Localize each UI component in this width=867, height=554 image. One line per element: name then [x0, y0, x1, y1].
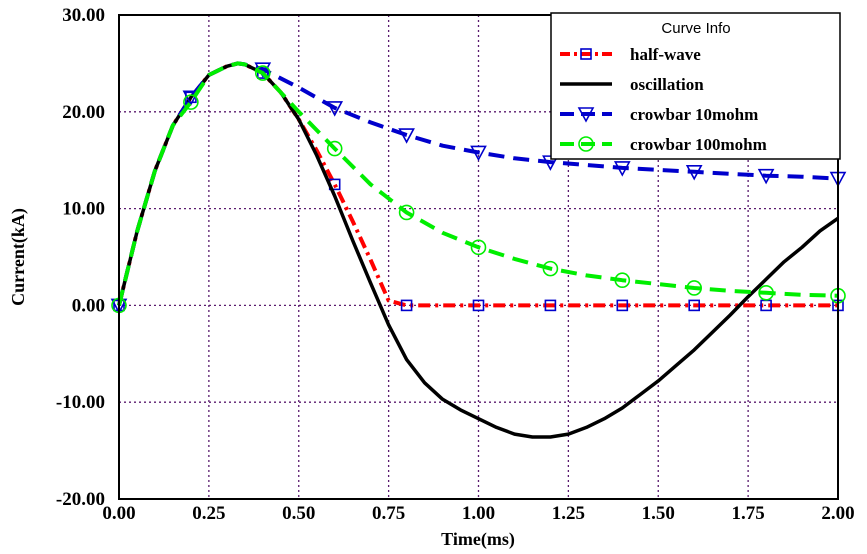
data-point-marker — [688, 299, 701, 312]
data-point-marker — [326, 140, 343, 157]
legend-entry: half-wave — [560, 45, 701, 64]
data-point-marker — [616, 299, 629, 312]
data-point-marker — [757, 168, 775, 185]
x-tick-label: 0.50 — [282, 503, 315, 524]
x-tick-label: 1.00 — [462, 503, 495, 524]
data-point-marker — [183, 94, 199, 110]
legend-marker — [577, 107, 595, 123]
data-point-marker — [326, 101, 344, 117]
data-point-marker — [398, 204, 415, 221]
data-point-marker — [470, 239, 487, 256]
series-layer — [110, 61, 847, 439]
legend-label: oscillation — [630, 75, 704, 94]
legend: Curve Info half-wave oscillation crowbar 1… — [550, 12, 841, 160]
axis-ticks: 0.00 0.25 0.50 0.75 1.00 1.25 1.50 1.75 2.00 -20.… — [56, 5, 855, 524]
x-tick-label: 0.00 — [102, 503, 135, 524]
x-tick-label: 2.00 — [821, 503, 854, 524]
y-tick-label: -10.00 — [56, 392, 105, 413]
legend-label: crowbar 100mohm — [630, 135, 767, 154]
data-point-marker — [254, 65, 271, 81]
x-tick-label: 0.75 — [372, 503, 405, 524]
y-tick-label: 20.00 — [62, 102, 105, 123]
legend-box — [550, 12, 841, 160]
y-tick-label: -20.00 — [56, 489, 105, 510]
y-tick-label: 0.00 — [72, 295, 105, 316]
data-point-marker — [400, 299, 413, 312]
data-point-marker — [470, 145, 487, 162]
data-point-marker — [685, 165, 703, 181]
x-tick-label: 0.25 — [192, 503, 225, 524]
legend-label: crowbar 10mohm — [630, 105, 758, 124]
y-axis-title: Current(kA) — [8, 208, 29, 306]
series-line — [117, 61, 839, 306]
data-point-marker — [182, 90, 200, 106]
x-tick-label: 1.25 — [552, 503, 585, 524]
legend-entry: oscillation — [560, 75, 704, 94]
data-point-marker — [758, 285, 774, 301]
data-point-marker — [614, 272, 631, 289]
data-point-marker — [542, 260, 559, 277]
x-tick-label: 1.50 — [642, 503, 675, 524]
legend-marker — [580, 48, 592, 60]
x-axis-title: Time(ms) — [441, 529, 515, 550]
series-crowbar-100mohm — [111, 61, 846, 314]
series-line — [117, 61, 839, 306]
legend-title: Curve Info — [661, 20, 730, 37]
data-point-marker — [613, 161, 631, 177]
legend-marker — [578, 136, 594, 152]
legend-entry: crowbar 100mohm — [560, 135, 767, 154]
data-point-marker — [472, 299, 485, 312]
data-point-marker — [398, 128, 415, 144]
legend-entry: crowbar 10mohm — [560, 105, 758, 124]
x-tick-label: 1.75 — [732, 503, 765, 524]
y-tick-label: 30.00 — [62, 5, 105, 26]
data-point-marker — [544, 299, 557, 312]
y-tick-label: 10.00 — [62, 199, 105, 220]
legend-label: half-wave — [630, 45, 701, 64]
data-point-marker — [686, 280, 703, 296]
plot-frame — [118, 14, 839, 500]
